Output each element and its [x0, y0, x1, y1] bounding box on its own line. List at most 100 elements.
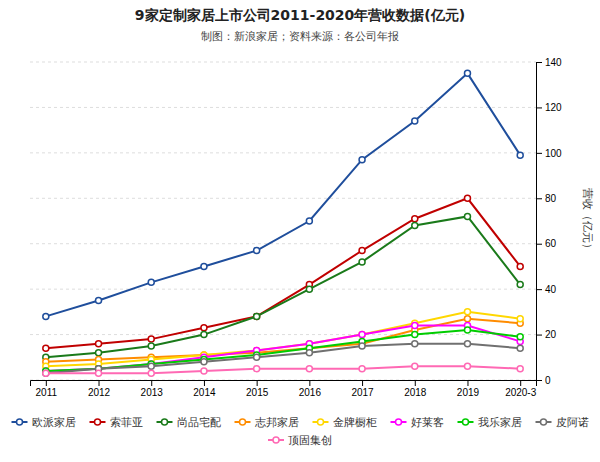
x-tick-mark [46, 380, 47, 386]
legend-label: 好莱客 [411, 416, 444, 429]
point [359, 366, 365, 372]
legend-label: 我乐家居 [478, 416, 522, 429]
x-tick: 2018 [404, 380, 427, 398]
series [43, 322, 523, 373]
point [464, 309, 470, 315]
series-line [46, 344, 520, 374]
point [464, 341, 470, 347]
x-tick: 2017 [351, 380, 374, 398]
legend-item: 顶固集创 [268, 434, 332, 447]
point [306, 218, 312, 224]
point [464, 195, 470, 201]
x-tick-label: 2013 [141, 387, 164, 398]
series [43, 327, 523, 374]
y-tick: 60 [536, 238, 557, 249]
point [148, 336, 154, 342]
point [254, 248, 260, 254]
y-tick-mark [536, 198, 542, 199]
x-tick: 2016 [299, 380, 322, 398]
point [254, 313, 260, 319]
point [96, 298, 102, 304]
point [517, 316, 523, 322]
point [201, 332, 207, 338]
x-tick-label: 2015 [246, 387, 269, 398]
chart-subtitle: 制图：新浪家居；资料来源：各公司年报 [201, 30, 399, 43]
y-tick: 80 [536, 193, 557, 204]
legend-item: 索菲亚 [90, 416, 143, 429]
series [43, 341, 523, 377]
series-line [46, 325, 520, 370]
x-tick-mark [415, 380, 416, 386]
x-tick-label: 2018 [404, 387, 427, 398]
point [201, 359, 207, 365]
legend-label: 金牌橱柜 [333, 416, 377, 429]
point [517, 152, 523, 158]
x-tick-mark [99, 380, 100, 386]
grid-line [30, 289, 536, 290]
legend-item: 皮阿诺 [536, 416, 589, 429]
legend-marker [396, 419, 402, 425]
point [148, 363, 154, 369]
legend-label: 欧派家居 [32, 416, 76, 429]
point [43, 370, 49, 376]
legend-item: 欧派家居 [12, 416, 76, 429]
point [359, 332, 365, 338]
y-tick-mark [536, 153, 542, 154]
y-tick-label: 60 [545, 238, 557, 249]
legend-item: 志邦家居 [235, 416, 299, 429]
y-tick: 20 [536, 329, 557, 340]
chart-container: 9家定制家居上市公司2011-2020年营收数据(亿元) 制图：新浪家居；资料来源… [0, 0, 600, 462]
chart-title: 9家定制家居上市公司2011-2020年营收数据(亿元) [135, 7, 465, 23]
point [412, 118, 418, 124]
point [306, 366, 312, 372]
point [464, 327, 470, 333]
series-line [46, 216, 520, 357]
y-tick-mark [536, 107, 542, 108]
x-tick-label: 2016 [299, 387, 322, 398]
x-tick: 2020-3 [505, 380, 537, 398]
point [254, 366, 260, 372]
grid-line [30, 107, 536, 108]
point [306, 286, 312, 292]
y-tick: 40 [536, 284, 557, 295]
x-tick-mark [467, 380, 468, 386]
x-tick-mark [151, 380, 152, 386]
y-axis-line [537, 63, 543, 381]
point [148, 370, 154, 376]
x-tick-mark [257, 380, 258, 386]
legend-label: 皮阿诺 [556, 416, 589, 429]
x-tick: 2011 [36, 380, 58, 398]
point [464, 213, 470, 219]
point [148, 279, 154, 285]
x-tick: 2015 [246, 380, 269, 398]
x-tick-mark [204, 380, 205, 386]
y-tick: 120 [536, 102, 562, 113]
y-tick-label: 0 [545, 375, 551, 386]
point [359, 343, 365, 349]
legend-label: 顶固集创 [288, 434, 332, 447]
y-tick-mark [536, 335, 542, 336]
grid-line [30, 62, 536, 63]
grid-line [30, 334, 536, 335]
point [96, 370, 102, 376]
point [464, 363, 470, 369]
point [201, 368, 207, 374]
point [306, 350, 312, 356]
point [517, 366, 523, 372]
y-tick: 0 [536, 375, 551, 386]
x-tick: 2014 [193, 380, 216, 398]
x-tick-label: 2011 [36, 387, 58, 398]
y-tick-mark [536, 289, 542, 290]
series-line [46, 312, 520, 367]
y-tick-label: 120 [545, 102, 562, 113]
series-line [46, 330, 520, 371]
legend-marker [318, 419, 324, 425]
series-line [46, 366, 520, 373]
legend-marker [463, 419, 469, 425]
series-marks [43, 70, 523, 376]
x-tick: 2019 [457, 380, 480, 398]
x-tick-label: 2017 [351, 387, 374, 398]
legend-label: 志邦家居 [255, 416, 299, 429]
legend-label: 尚品宅配 [177, 416, 221, 429]
grid [30, 62, 536, 380]
